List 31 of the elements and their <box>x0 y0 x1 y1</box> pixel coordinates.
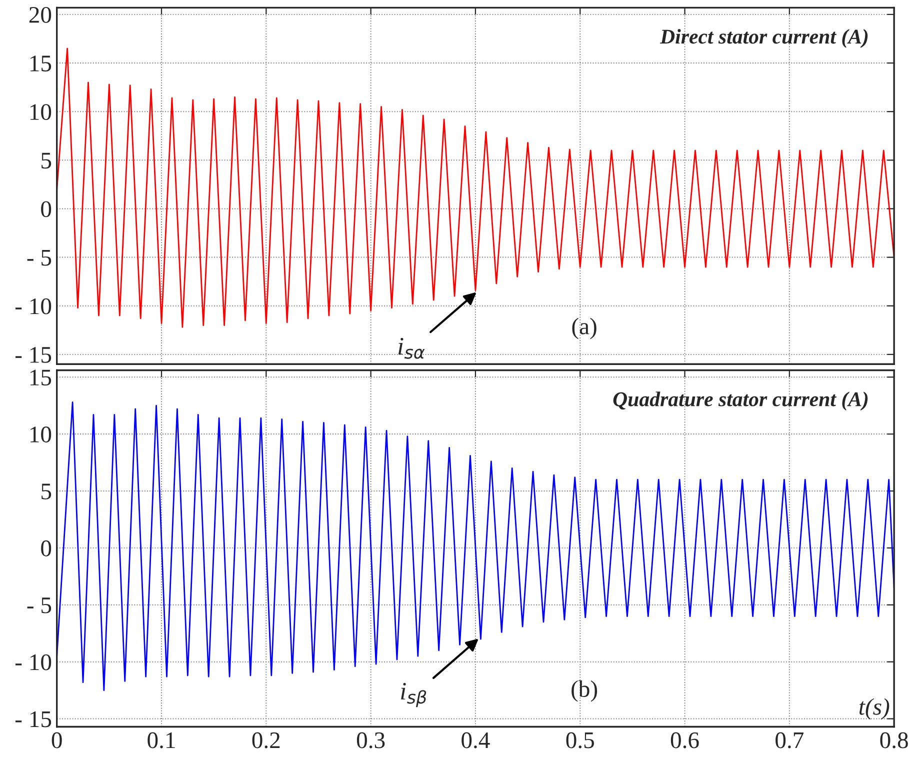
x-tick-label: 0.7 <box>776 732 804 748</box>
y-tick-label: 10 <box>30 426 52 442</box>
x-tick-label: 0.1 <box>148 732 175 748</box>
y-tick-label: 15 <box>30 370 52 386</box>
y-tick-label: 10 <box>30 104 52 120</box>
y-tick-label: 5 <box>42 152 52 169</box>
x-tick-label: 0.6 <box>670 732 699 748</box>
x-tick-label: 0.2 <box>252 732 280 748</box>
annotation: i$_{sα}$ <box>398 338 425 359</box>
x-axis-title: t(s) <box>859 698 890 720</box>
y-tick-label: - 5 <box>27 598 52 614</box>
y-tick-label: - 10 <box>15 298 52 314</box>
x-tick-label: 0 <box>52 732 62 748</box>
x-tick-label: 0.3 <box>356 732 385 748</box>
y-tick-label: 20 <box>29 6 52 23</box>
y-tick-label: - 5 <box>27 250 52 266</box>
y-tick-label: 5 <box>42 484 52 500</box>
y-tick-label: 0 <box>41 540 52 556</box>
x-tick-label: 0.4 <box>462 732 490 748</box>
text: Quadrature stator current (A) <box>613 392 868 411</box>
y-tick-label: - 15 <box>15 711 52 728</box>
y-tick-label: 15 <box>30 56 52 72</box>
annotation: (b) <box>572 680 598 702</box>
annotation: i$_{sβ}$ <box>401 682 426 708</box>
x-tick-label: 0.8 <box>880 732 908 748</box>
y-tick-label: - 15 <box>15 347 52 363</box>
annotation: (a) <box>572 318 596 340</box>
x-tick-label: 0.5 <box>566 732 594 748</box>
y-tick-label: 0 <box>41 201 52 218</box>
text: Direct stator current (A) <box>660 29 868 48</box>
y-tick-label: - 10 <box>15 654 52 670</box>
